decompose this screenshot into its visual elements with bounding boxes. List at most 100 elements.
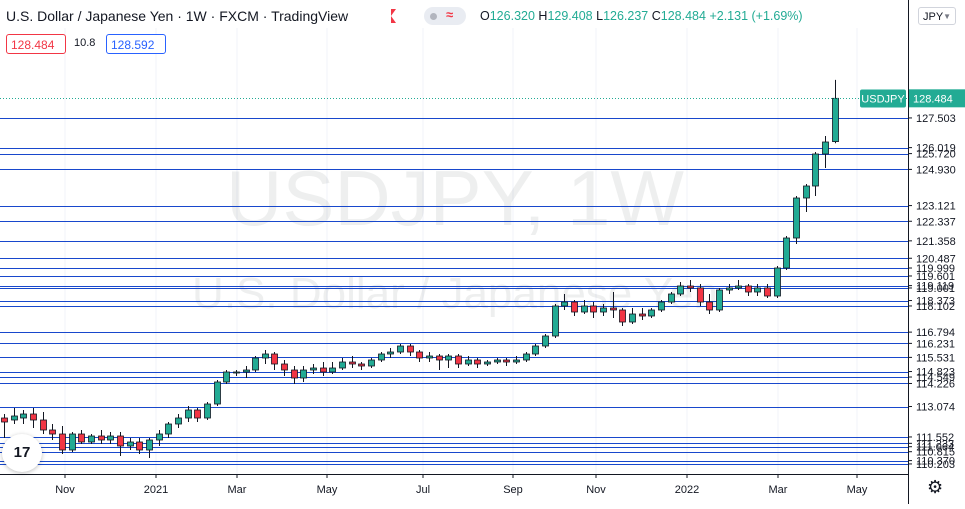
y-tick-label: 122.337 (916, 216, 956, 228)
x-tick-label: Mar (228, 484, 247, 496)
close-label: C (651, 9, 661, 23)
x-tick-label: May (847, 484, 868, 496)
x-tick-label: 2021 (144, 484, 168, 496)
y-tick-label: 119.001 (916, 283, 955, 295)
candle (40, 412, 47, 434)
candle-body (793, 197, 800, 239)
candle-body (397, 345, 404, 353)
candle-body (204, 403, 211, 419)
candle (658, 300, 665, 312)
x-tick-label: Jul (416, 484, 430, 496)
y-tick-label: 119.119 (916, 281, 954, 293)
candle-body (648, 309, 655, 317)
y-tick-label: 121.358 (916, 236, 956, 248)
candle-body (310, 367, 317, 371)
y-tick-label: 114.226 (916, 378, 955, 390)
candle (378, 352, 385, 362)
price-tag: 128.484 (913, 93, 953, 105)
grid (64, 28, 858, 474)
candle-body (378, 353, 385, 361)
candle (726, 284, 733, 294)
y-tick-label: 114.549 (916, 372, 955, 384)
y-tick-label: 126.019 (916, 143, 956, 155)
candle (387, 348, 394, 358)
candle-body (706, 301, 713, 311)
candle-body (677, 285, 684, 295)
gear-icon[interactable]: ⚙ (927, 477, 944, 497)
candle-body (156, 433, 163, 441)
sell-button[interactable]: 128.484 (6, 34, 66, 54)
y-tick-label: 110.815 (916, 447, 955, 459)
candle-body (735, 285, 742, 289)
candle-body (764, 287, 771, 297)
y-tick-label: 127.503 (916, 113, 956, 125)
last-price-line: USDJPY (0, 89, 908, 108)
candle (503, 358, 510, 366)
y-tick-label: 118.373 (916, 296, 955, 308)
candle (185, 406, 192, 422)
candle-body (474, 359, 481, 365)
candle-body (503, 359, 510, 363)
flag-icon[interactable] (391, 9, 396, 23)
candle (590, 302, 597, 318)
candle-body (117, 435, 124, 447)
currency-button[interactable]: JPY ▼ (918, 7, 956, 25)
candle-body (590, 305, 597, 313)
y-tick-label: 111.552 (916, 432, 954, 444)
tradingview-logo-icon[interactable]: 17 (2, 434, 42, 472)
candle-body (697, 287, 704, 303)
candle (764, 284, 771, 298)
horizontal-levels[interactable] (0, 118, 908, 465)
candle-body (214, 381, 221, 405)
candle (30, 408, 37, 428)
candle (484, 360, 491, 366)
y-tick-label: 110.370 (916, 456, 955, 468)
candle (1, 414, 8, 438)
candle-body (445, 355, 452, 361)
buy-button[interactable]: 128.592 (106, 34, 166, 54)
candle-body (571, 301, 578, 313)
candle-body (561, 301, 568, 307)
candle (542, 334, 549, 348)
candle (639, 308, 646, 320)
candle (368, 358, 375, 368)
candle (552, 304, 559, 338)
candle (619, 308, 626, 326)
x-tick-label: May (317, 484, 338, 496)
open-value: 126.320 (489, 9, 535, 23)
candle-body (271, 353, 278, 365)
candle (600, 304, 607, 316)
candle (445, 354, 452, 368)
candle (455, 354, 462, 368)
candle (175, 414, 182, 428)
indicator-toggle[interactable] (424, 7, 466, 25)
candle-body (223, 371, 230, 383)
candle-body (185, 409, 192, 419)
candle-body (1, 417, 8, 423)
change-value: +2.131 (+1.69%) (709, 9, 803, 23)
candles (1, 79, 839, 458)
candle-body (252, 357, 259, 371)
candle (783, 236, 790, 270)
candle (407, 344, 414, 356)
candle-body (329, 367, 336, 373)
candle-body (78, 433, 85, 443)
candle-body (136, 441, 143, 451)
ohlc-readout: O126.320 H129.408 L126.237 C128.484 +2.1… (480, 9, 803, 23)
watermark-name: U.S. Dollar / Japanese Yen (192, 269, 718, 318)
candle (349, 356, 356, 368)
candle-body (69, 433, 76, 451)
candle-body (668, 293, 675, 303)
candle (561, 294, 568, 310)
time-axis[interactable]: Nov 2021 Mar May Jul Sep Nov 2022 Mar May (0, 474, 908, 504)
candle (69, 432, 76, 452)
symbol-title[interactable]: U.S. Dollar / Japanese Yen · 1W · FXCM ·… (6, 8, 349, 24)
candle (262, 350, 269, 364)
candle (117, 432, 124, 456)
logo-text: 17 (13, 444, 31, 461)
candle (11, 408, 18, 424)
candle-body (581, 305, 588, 313)
